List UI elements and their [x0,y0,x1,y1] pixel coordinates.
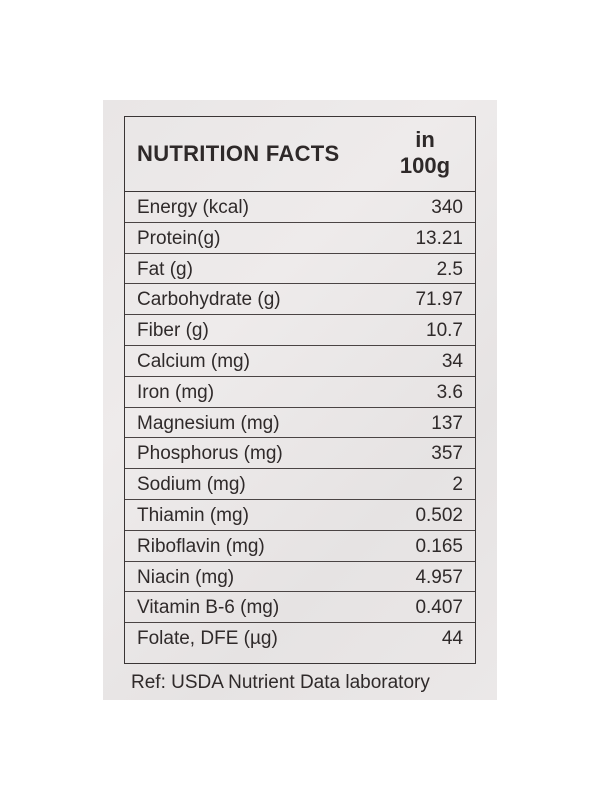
nutrition-label [103,100,497,700]
table-row: Sodium (mg) 2 [125,469,475,500]
nutrient-value: 10.7 [426,320,463,342]
table-row: Fiber (g) 10.7 [125,315,475,346]
nutrient-name: Protein(g) [137,227,221,249]
table-row: Fat (g) 2.5 [125,254,475,285]
nutrient-name: Phosphorus (mg) [137,443,283,465]
table-title: NUTRITION FACTS [137,141,340,166]
nutrient-value: 13.21 [415,227,463,249]
nutrient-value: 4.957 [415,566,463,588]
nutrient-name: Energy (kcal) [137,197,249,218]
nutrient-value: 0.502 [415,504,463,526]
serving-unit: in 100g [385,127,465,179]
nutrient-name: Sodium (mg) [137,474,246,496]
nutrient-name: Calcium (mg) [137,350,250,372]
nutrient-value: 357 [431,443,463,465]
table-row: Niacin (mg) 4.957 [125,562,475,593]
serving-unit-line2: 100g [399,153,451,178]
table-row: Folate, DFE (µg) 44 [125,623,475,654]
nutrient-name: Folate, DFE (µg) [137,628,278,650]
table-header: NUTRITION FACTS in 100g [125,117,475,192]
table-row: Energy (kcal) 340 [125,192,475,223]
nutrient-rows: Energy (kcal) 340 Protein(g) 13.21 Fat (… [125,192,475,654]
nutrient-name: Vitamin B-6 (mg) [137,597,280,619]
table-row: Riboflavin (mg) 0.165 [125,531,475,562]
table-row: Protein(g) 13.21 [125,223,475,254]
nutrient-name: Riboflavin (mg) [137,535,265,557]
table-row: Vitamin B-6 (mg) 0.407 [125,592,475,624]
nutrient-name: Magnesium (mg) [137,412,280,434]
table-row: Iron (mg) 3.6 [125,377,475,408]
reference-note: Ref: USDA Nutrient Data laboratory [131,672,430,693]
nutrient-value: 137 [431,412,463,434]
nutrient-name: Niacin (mg) [137,566,235,588]
table-row: Thiamin (mg) 0.502 [125,500,475,531]
nutrient-value: 0.407 [415,597,463,619]
nutrient-value: 2.5 [436,258,463,280]
nutrient-name: Fiber (g) [137,320,209,342]
nutrient-value: 44 [441,628,463,650]
nutrient-value: 71.97 [415,289,463,311]
nutrient-name: Thiamin (mg) [137,504,249,526]
table-row: Calcium (mg) 34 [125,346,475,377]
nutrient-value: 34 [441,350,463,372]
nutrient-value: 0.165 [415,535,463,557]
nutrition-facts-table: NUTRITION FACTS in 100g Energy (kcal) 34… [124,116,476,664]
nutrient-name: Carbohydrate (g) [137,289,281,311]
nutrient-value: 3.6 [436,381,463,403]
table-row: Phosphorus (mg) 357 [125,438,475,470]
nutrient-name: Iron (mg) [137,381,215,403]
nutrient-name: Fat (g) [137,258,193,280]
table-row: Carbohydrate (g) 71.97 [125,284,475,316]
table-row: Magnesium (mg) 137 [125,408,475,439]
nutrient-value: 2 [452,474,463,496]
serving-unit-line1: in [415,127,435,152]
nutrient-value: 340 [431,197,463,218]
